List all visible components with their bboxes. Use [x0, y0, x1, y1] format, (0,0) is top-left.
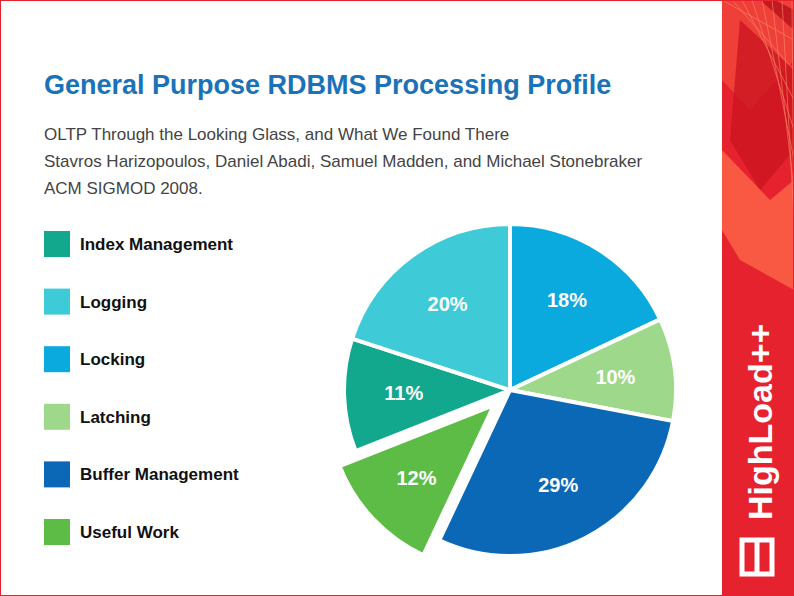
subtitle: ACM SIGMOD 2008. — [44, 179, 203, 198]
data-label: 18% — [547, 289, 587, 311]
legend-swatch — [44, 346, 70, 372]
legend-label: Logging — [80, 293, 147, 312]
data-label: 20% — [428, 293, 468, 315]
pie-slice — [352, 224, 510, 390]
legend-label: Index Management — [80, 235, 233, 254]
legend-label: Locking — [80, 350, 145, 369]
legend-label: Latching — [80, 408, 151, 427]
legend: Index Management Logging Locking Latching Bu… — [44, 231, 239, 545]
brand-logo — [742, 540, 772, 574]
legend-swatch — [44, 519, 70, 545]
data-label: 29% — [538, 474, 578, 496]
subtitle: OLTP Through the Looking Glass, and What… — [44, 125, 509, 144]
brand-logo — [755, 540, 760, 574]
brand: HighLoad++ — [741, 324, 779, 520]
brand-band: HighLoad++ — [722, 0, 794, 596]
data-label: 11% — [384, 382, 423, 404]
background — [0, 0, 794, 596]
legend-swatch — [44, 289, 70, 315]
slide: HighLoad++ General Purpose RDBMS Processi… — [0, 0, 794, 596]
data-labels: 11% 20% 18% 10% 29% 12% — [384, 289, 635, 495]
band-decoration — [722, 150, 794, 290]
legend-label: Useful Work — [80, 523, 179, 542]
pie — [340, 224, 676, 556]
pie-slice — [340, 405, 494, 555]
data-label: 12% — [397, 467, 437, 489]
title: General Purpose RDBMS Processing Profile — [44, 70, 611, 100]
data-label: 10% — [595, 366, 635, 388]
legend-swatch — [44, 461, 70, 487]
legend-swatch — [44, 404, 70, 430]
legend-label: Buffer Management — [80, 465, 239, 484]
band-fill — [722, 0, 794, 596]
subtitle: Stavros Harizopoulos, Daniel Abadi, Samu… — [44, 152, 643, 171]
legend-swatch — [44, 231, 70, 257]
frame — [1, 1, 794, 596]
